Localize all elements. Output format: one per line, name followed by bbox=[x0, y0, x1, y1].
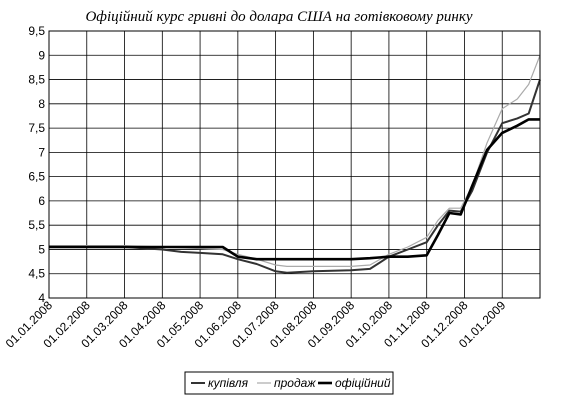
y-tick-label: 8,5 bbox=[28, 73, 45, 87]
series-lines bbox=[49, 55, 541, 274]
plot-frame bbox=[48, 30, 541, 299]
y-tick-label: 6 bbox=[38, 194, 45, 208]
y-tick-label: 7 bbox=[38, 145, 45, 159]
y-tick-label: 5,5 bbox=[28, 218, 45, 232]
x-axis-ticks: 01.01.200801.02.200801.03.200801.04.2008… bbox=[3, 298, 509, 351]
series-line bbox=[49, 55, 541, 267]
y-tick-label: 4 bbox=[38, 291, 45, 305]
legend: купівля продаж офіційний bbox=[184, 371, 394, 395]
legend-label: офіційний bbox=[335, 376, 391, 390]
y-tick-label: 9 bbox=[38, 48, 45, 62]
y-tick-label: 9,5 bbox=[28, 24, 45, 38]
y-axis-ticks: 4 4,5 5 5,5 6 6,5 7 7,5 8 8,5 9 9,5 bbox=[28, 24, 45, 305]
y-tick-label: 7,5 bbox=[28, 121, 45, 135]
legend-label: купівля bbox=[208, 376, 249, 390]
series-line bbox=[49, 79, 541, 274]
y-tick-label: 6,5 bbox=[28, 170, 45, 184]
legend-label: продаж bbox=[274, 376, 316, 390]
y-tick-label: 4,5 bbox=[28, 267, 45, 281]
legend-box bbox=[184, 371, 394, 395]
series-line bbox=[49, 118, 540, 261]
chart-title: Офіційний курс гривні до долара США на г… bbox=[85, 9, 472, 25]
y-tick-label: 5 bbox=[38, 242, 45, 256]
y-tick-label: 8 bbox=[38, 97, 45, 111]
